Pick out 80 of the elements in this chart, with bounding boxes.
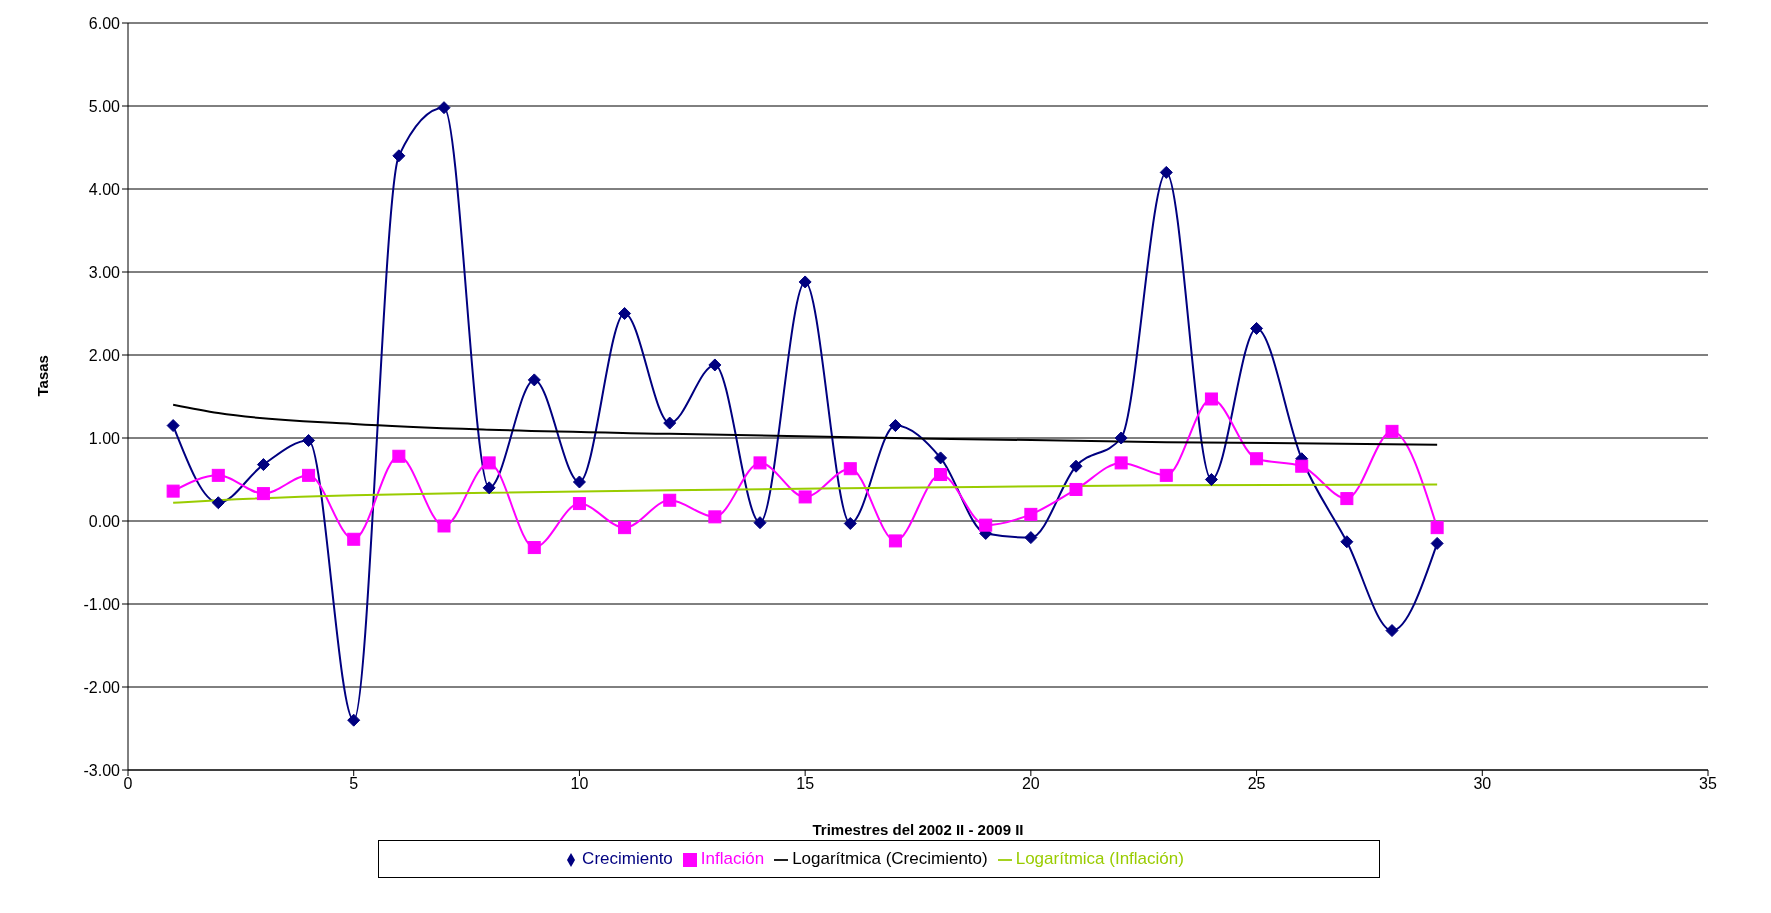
point: [437, 519, 451, 533]
y-tick-label: 4.00: [88, 180, 121, 198]
point: [256, 458, 270, 472]
point: [1114, 456, 1128, 470]
point: [708, 510, 722, 524]
point: [1024, 531, 1038, 545]
point: [302, 433, 316, 447]
y-tick-label: -3.00: [83, 761, 121, 779]
x-tick-label: 0: [123, 775, 133, 793]
point: [1069, 482, 1083, 496]
point: [1340, 492, 1354, 506]
y-tick-label: -2.00: [83, 678, 121, 696]
point: [1250, 321, 1264, 335]
point: [482, 456, 496, 470]
point: [1385, 424, 1399, 438]
point: [572, 475, 586, 489]
x-tick-label: 15: [796, 775, 815, 793]
point: [392, 149, 406, 163]
point: [753, 516, 767, 530]
x-axis-title: Trimestres del 2002 II - 2009 II: [812, 821, 1024, 838]
point: [482, 481, 496, 495]
point: [979, 518, 993, 532]
point: [1159, 468, 1173, 482]
point: [527, 541, 541, 555]
legend-label: Logarítmica (Inflación): [1015, 849, 1184, 868]
point: [1430, 536, 1444, 550]
point: [934, 451, 948, 465]
point: [1024, 507, 1038, 521]
point: [1204, 473, 1218, 486]
point: [1250, 452, 1264, 466]
point: [347, 532, 361, 546]
point: [888, 534, 902, 548]
legend-label: Inflación: [700, 849, 765, 868]
point: [1114, 431, 1128, 445]
x-tick-label: 25: [1247, 775, 1266, 793]
point: [663, 416, 677, 430]
point: [798, 275, 812, 289]
point: [618, 307, 632, 320]
y-tick-label: -1.00: [83, 595, 121, 613]
point: [708, 358, 722, 372]
point: [572, 497, 586, 511]
y-tick-label: 6.00: [88, 14, 121, 32]
point: [211, 468, 225, 482]
y-tick-label: 1.00: [88, 429, 121, 447]
point: [753, 456, 767, 470]
legend-label: Crecimiento: [582, 849, 673, 868]
point: [392, 449, 406, 463]
point: [888, 419, 902, 433]
point: [1204, 392, 1218, 406]
point: [1385, 624, 1399, 638]
y-tick-label: 2.00: [88, 346, 121, 364]
x-tick-label: 30: [1473, 775, 1492, 793]
point: [663, 493, 677, 507]
legend-label: Logarítmica (Crecimiento): [792, 849, 988, 868]
point: [166, 484, 180, 498]
point: [256, 487, 270, 501]
point: [1295, 459, 1309, 473]
y-tick-label: 0.00: [88, 512, 121, 530]
x-tick-label: 10: [570, 775, 589, 793]
point: [618, 521, 632, 535]
point: [166, 419, 180, 433]
point: [843, 462, 857, 476]
point: [437, 101, 451, 115]
point: [1430, 521, 1444, 535]
y-tick-label: 3.00: [88, 263, 121, 281]
point: [798, 490, 812, 504]
point: [211, 496, 225, 510]
y-axis-title: Tasas: [34, 355, 52, 397]
point: [527, 373, 541, 387]
point: [843, 516, 857, 530]
point: [347, 713, 361, 727]
x-tick-label: 5: [349, 775, 359, 793]
x-tick-label: 35: [1699, 775, 1717, 793]
point: [1159, 165, 1173, 179]
point: [302, 468, 316, 482]
point: [1069, 459, 1083, 473]
point: [934, 468, 948, 482]
y-tick-label: 5.00: [88, 97, 121, 115]
x-tick-label: 20: [1021, 775, 1040, 793]
point: [1340, 535, 1354, 549]
